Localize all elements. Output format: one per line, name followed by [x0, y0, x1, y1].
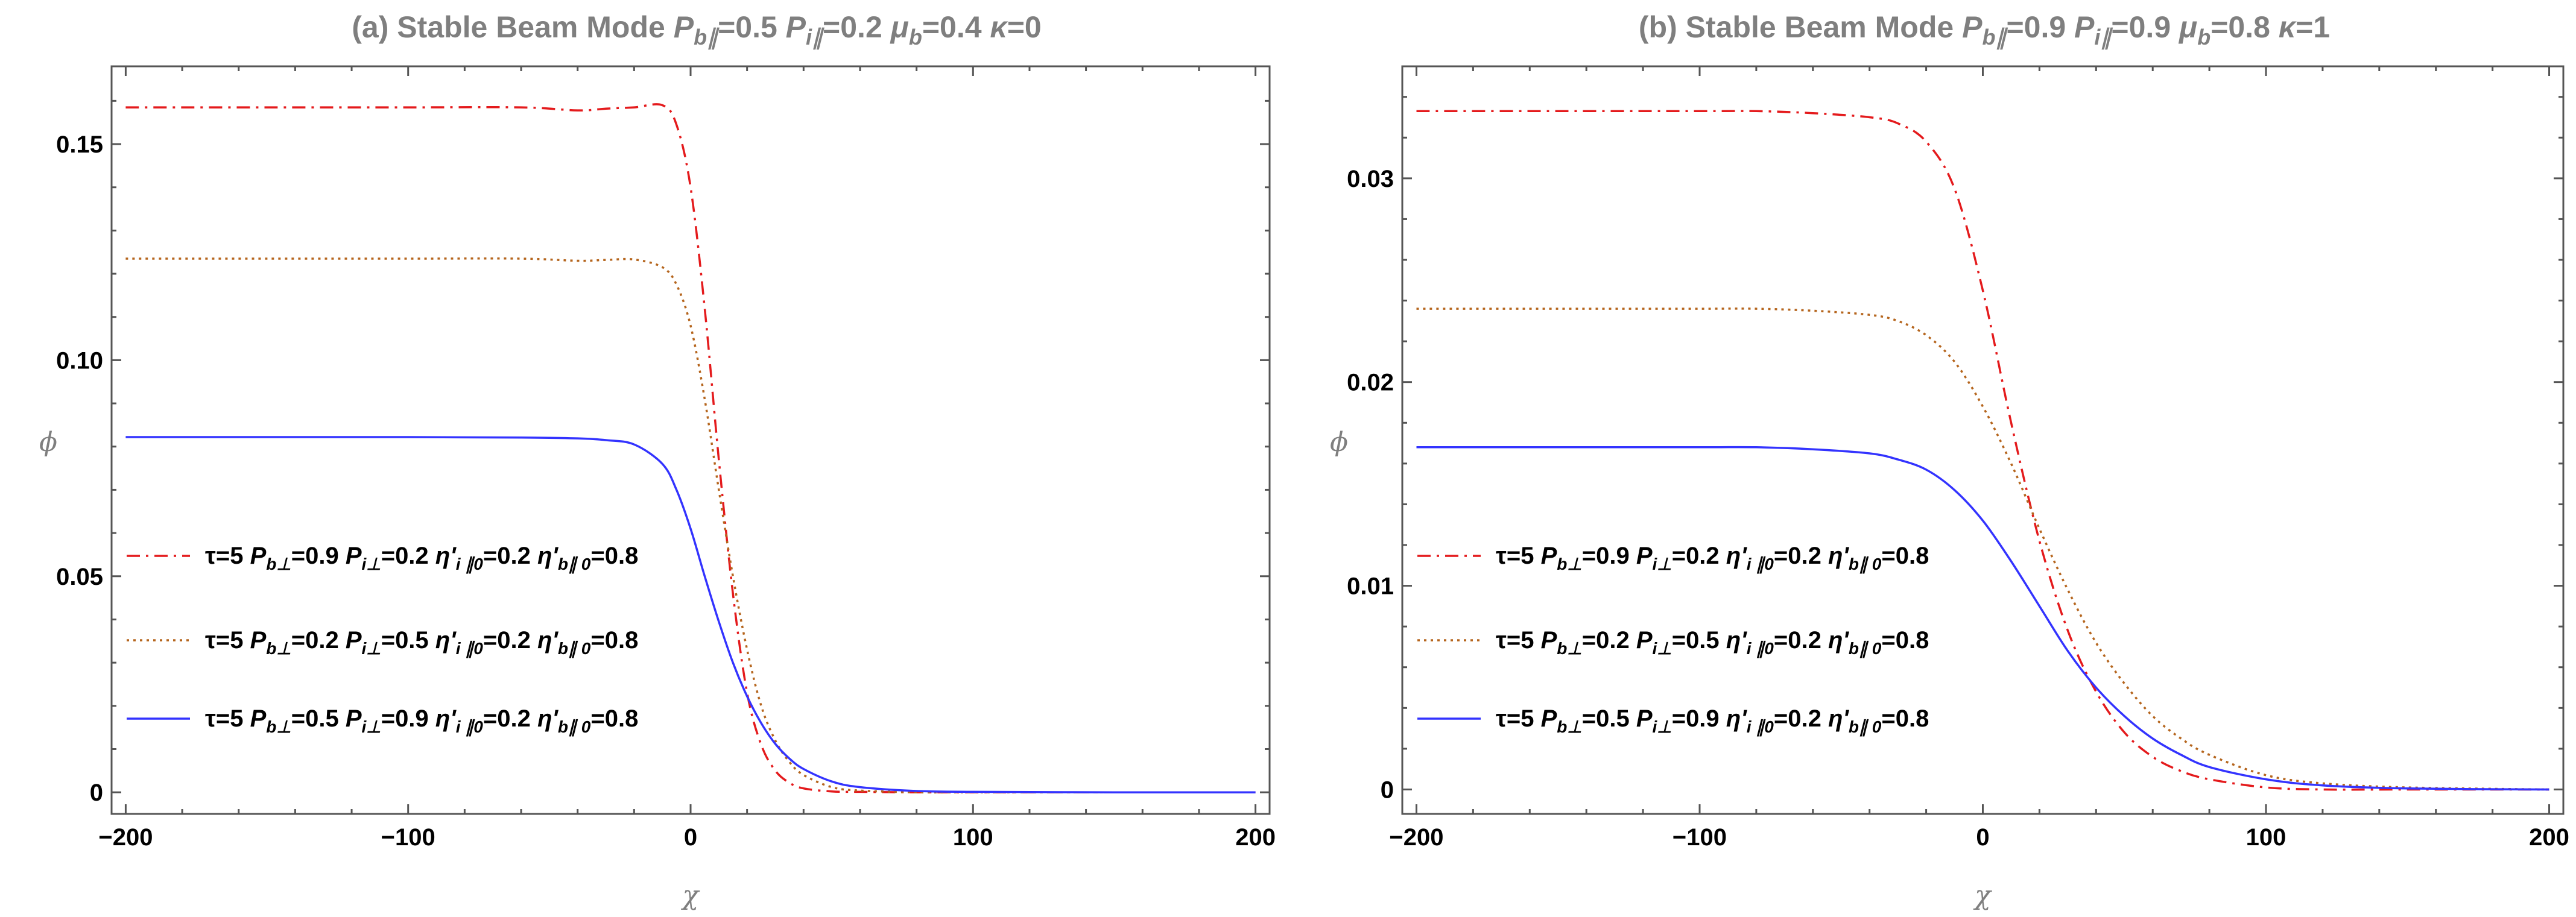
- panel-b: (b) Stable Beam Mode Pb∥=0.9 Pi∥=0.9 μb=…: [1330, 10, 2569, 911]
- x-tick-label: 200: [1235, 824, 1276, 851]
- y-tick-label: 0: [90, 780, 103, 806]
- x-tick-label: 0: [1976, 824, 1989, 851]
- y-tick-label: 0.01: [1347, 573, 1394, 600]
- series-line-1: [125, 103, 1256, 793]
- legend-label-1: τ=5 Pb⊥=0.9 Pi⊥=0.2 η'i ∥0=0.2 η'b∥ 0=0.…: [205, 543, 638, 574]
- y-tick-label: 0.10: [56, 347, 103, 374]
- x-tick-label: 100: [2246, 824, 2286, 851]
- legend-label-1: τ=5 Pb⊥=0.9 Pi⊥=0.2 η'i ∥0=0.2 η'b∥ 0=0.…: [1496, 543, 1929, 574]
- chart-title: (b) Stable Beam Mode Pb∥=0.9 Pi∥=0.9 μb=…: [1639, 10, 2330, 50]
- legend-label-3: τ=5 Pb⊥=0.5 Pi⊥=0.9 η'i ∥0=0.2 η'b∥ 0=0.…: [1496, 705, 1929, 737]
- y-axis-label: ϕ: [39, 427, 57, 458]
- y-tick-label: 0: [1381, 777, 1394, 803]
- series-line-1: [1416, 110, 2549, 791]
- series-line-2: [125, 257, 1256, 794]
- chart-title: (a) Stable Beam Mode Pb∥=0.5 Pi∥=0.2 μb=…: [352, 10, 1041, 50]
- y-tick-label: 0.15: [56, 131, 103, 158]
- y-tick-label: 0.02: [1347, 370, 1394, 396]
- x-tick-label: −200: [98, 824, 153, 851]
- y-axis-label: ϕ: [1330, 427, 1348, 458]
- x-tick-label: −200: [1389, 824, 1443, 851]
- x-axis-label: χ: [681, 880, 700, 911]
- series-line-3: [125, 436, 1256, 793]
- series-line-3: [1416, 446, 2549, 791]
- x-tick-label: −100: [381, 824, 435, 851]
- y-tick-label: 0.03: [1347, 166, 1394, 192]
- legend-label-3: τ=5 Pb⊥=0.5 Pi⊥=0.9 η'i ∥0=0.2 η'b∥ 0=0.…: [205, 705, 638, 737]
- y-tick-label: 0.05: [56, 564, 103, 590]
- legend-label-2: τ=5 Pb⊥=0.2 Pi⊥=0.5 η'i ∥0=0.2 η'b∥ 0=0.…: [205, 627, 638, 658]
- x-tick-label: −100: [1673, 824, 1727, 851]
- series-line-2: [1416, 307, 2549, 791]
- plot-frame: [1401, 65, 2565, 815]
- plot-frame: [110, 65, 1271, 815]
- x-axis-label: χ: [1973, 880, 1992, 911]
- x-tick-label: 200: [2529, 824, 2569, 851]
- x-tick-label: 100: [953, 824, 993, 851]
- legend-label-2: τ=5 Pb⊥=0.2 Pi⊥=0.5 η'i ∥0=0.2 η'b∥ 0=0.…: [1496, 627, 1929, 658]
- panel-a: (a) Stable Beam Mode Pb∥=0.5 Pi∥=0.2 μb=…: [39, 10, 1276, 911]
- x-tick-label: 0: [684, 824, 697, 851]
